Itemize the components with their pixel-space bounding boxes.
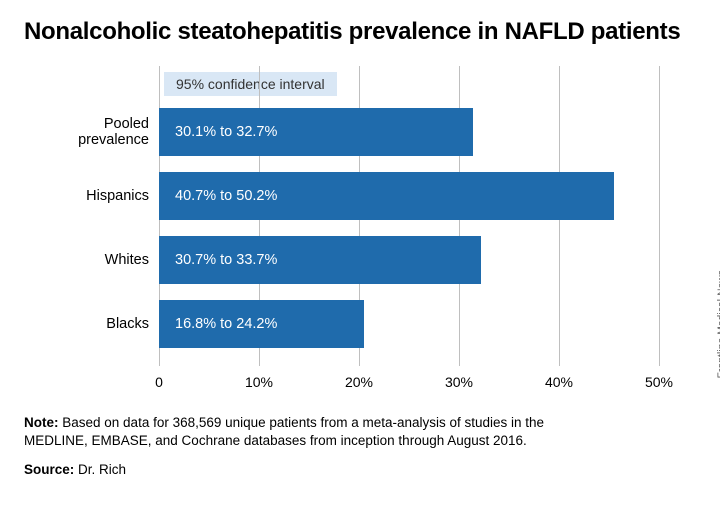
bar: 30.1% to 32.7%: [159, 108, 473, 156]
x-axis: 010%20%30%40%50%: [159, 366, 659, 396]
chart-title: Nonalcoholic steatohepatitis prevalence …: [24, 18, 696, 46]
bar-category-label: Blacks: [34, 316, 149, 332]
bar-row: Hispanics40.7% to 50.2%: [159, 172, 659, 220]
chart-note: Note: Based on data for 368,569 unique p…: [24, 414, 584, 450]
x-tick-label: 0: [155, 374, 163, 390]
bar-row: Whites30.7% to 33.7%: [159, 236, 659, 284]
bar-value-label: 30.7% to 33.7%: [159, 252, 277, 268]
bar-category-label: Pooled prevalence: [34, 116, 149, 148]
bar: 16.8% to 24.2%: [159, 300, 364, 348]
gridline: [659, 66, 660, 366]
bar-value-label: 40.7% to 50.2%: [159, 188, 277, 204]
bar-category-label: Whites: [34, 252, 149, 268]
x-tick-label: 30%: [445, 374, 473, 390]
note-text: Based on data for 368,569 unique patient…: [24, 415, 544, 448]
bar: 30.7% to 33.7%: [159, 236, 481, 284]
bar-value-label: 16.8% to 24.2%: [159, 316, 277, 332]
note-label: Note:: [24, 415, 59, 430]
chart-area: 95% confidence interval Pooled prevalenc…: [34, 66, 664, 396]
plot-area: Pooled prevalence30.1% to 32.7% Hispanics…: [159, 66, 659, 366]
bar: 40.7% to 50.2%: [159, 172, 614, 220]
x-tick-label: 50%: [645, 374, 673, 390]
x-tick-label: 10%: [245, 374, 273, 390]
bar-row: Blacks16.8% to 24.2%: [159, 300, 659, 348]
credit-text: Frontline Medical News: [716, 270, 720, 378]
bar-category-label: Hispanics: [34, 188, 149, 204]
bar-value-label: 30.1% to 32.7%: [159, 124, 277, 140]
chart-source: Source: Dr. Rich: [24, 462, 696, 477]
source-text: Dr. Rich: [74, 462, 126, 477]
x-tick-label: 20%: [345, 374, 373, 390]
x-tick-label: 40%: [545, 374, 573, 390]
bar-row: Pooled prevalence30.1% to 32.7%: [159, 108, 659, 156]
source-label: Source:: [24, 462, 74, 477]
